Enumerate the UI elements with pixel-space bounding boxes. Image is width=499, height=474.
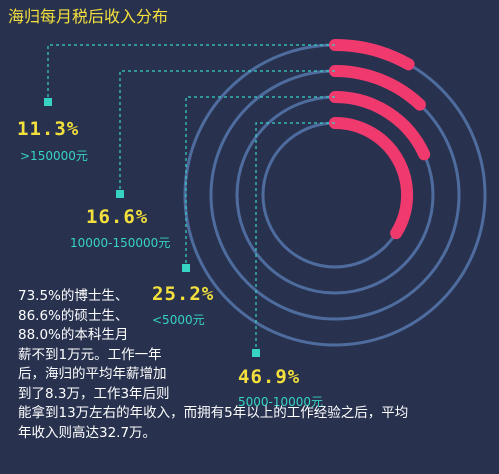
- summary-line: 到了8.3万，工作3年后则: [18, 385, 170, 402]
- ring-bar-2: [329, 65, 426, 111]
- leader-line-3: [185, 96, 335, 268]
- summary-line: 能拿到13万左右的年收入，而拥有5年以上的工作经验之后，平均: [18, 405, 409, 421]
- leader-line-2: [119, 70, 335, 194]
- summary-line: 年收入则高达32.7万。: [18, 424, 157, 441]
- range-label-3: <5000元: [152, 313, 205, 327]
- summary-line: 73.5%的博士生、: [18, 288, 129, 304]
- ring-bar-1: [329, 39, 415, 71]
- percent-label-3: 25.2%: [152, 283, 215, 305]
- summary-line: 后，海归的平均年薪增加: [18, 366, 167, 382]
- summary-line: 薪不到1万元。工作一年: [18, 346, 162, 363]
- leader-marker-2: [116, 190, 124, 198]
- leader-marker-4: [252, 349, 260, 357]
- chart-title: 海归每月税后收入分布: [8, 7, 169, 26]
- percent-label-1: 11.3%: [17, 118, 80, 140]
- range-label-2: 10000-150000元: [70, 236, 171, 250]
- summary-line: 88.0%的本科生月: [18, 327, 129, 343]
- range-label-4: 5000-10000元: [238, 395, 324, 409]
- leader-line-4: [255, 122, 335, 353]
- summary-paragraph: 73.5%的博士生、 86.6%的硕士生、 88.0%的本科生月 薪不到1万元。…: [18, 287, 408, 443]
- leader-line-1: [47, 44, 335, 102]
- range-label-1: >150000元: [20, 149, 88, 163]
- ring-bar-4: [329, 117, 414, 240]
- leader-marker-1: [44, 98, 52, 106]
- ring-bar-3: [329, 91, 431, 161]
- percent-label-4: 46.9%: [238, 366, 301, 388]
- percent-label-2: 16.6%: [86, 206, 149, 228]
- summary-line: 86.6%的硕士生、: [18, 307, 129, 324]
- leader-marker-3: [182, 264, 190, 272]
